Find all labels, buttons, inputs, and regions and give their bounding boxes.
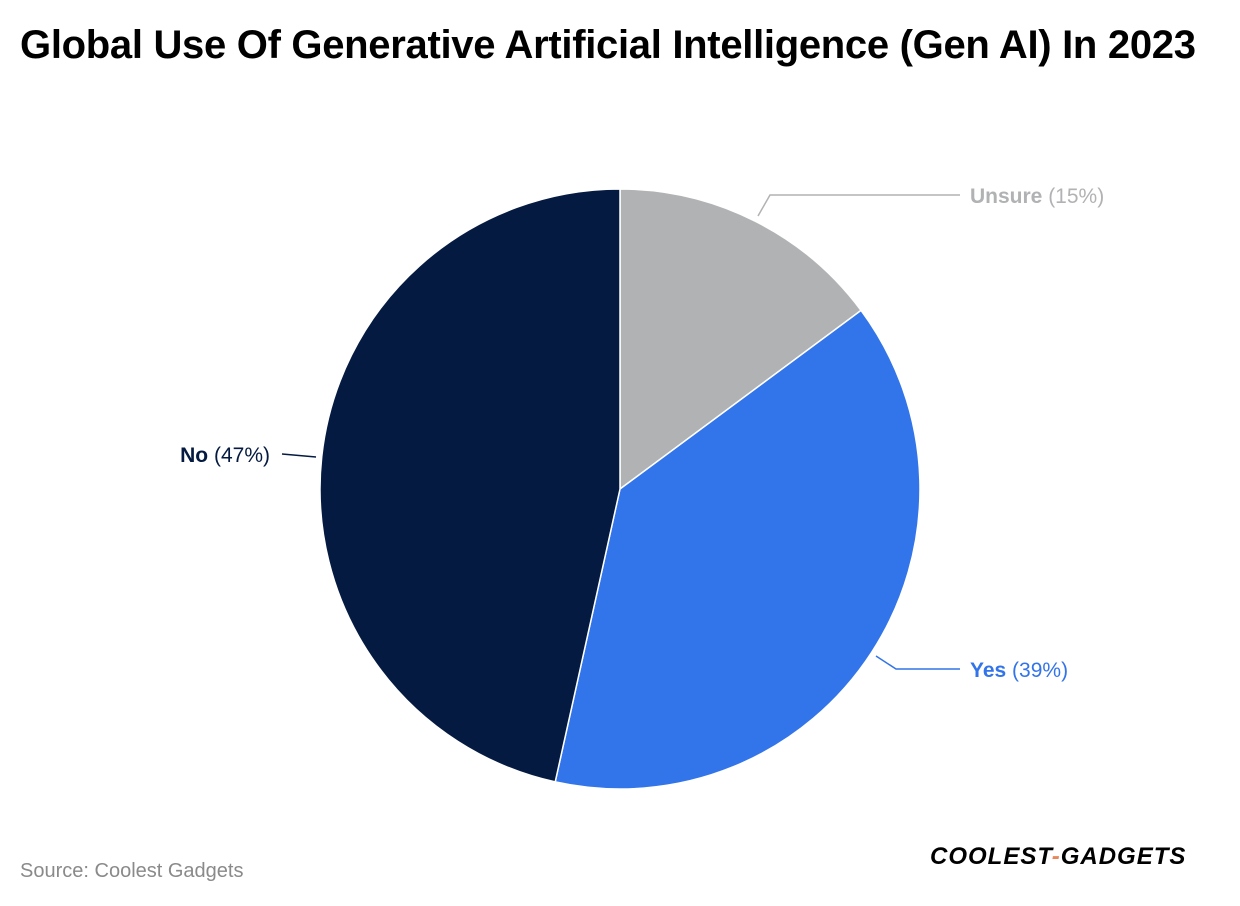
logo-text: COOLEST-GADGETS	[930, 843, 1186, 870]
logo-text-right: GADGETS	[1061, 843, 1187, 870]
slice-label-name: No	[180, 444, 208, 467]
logo-dash: -	[1052, 843, 1061, 870]
slice-label-yes: Yes (39%)	[970, 659, 1068, 682]
slice-label-value: (39%)	[1006, 659, 1068, 682]
slice-label-value: (47%)	[208, 444, 270, 467]
leader-line-no	[281, 453, 317, 458]
slice-label-no: No (47%)	[180, 444, 270, 467]
source-value: Coolest Gadgets	[94, 860, 244, 882]
leader-line-unsure	[757, 194, 960, 217]
slice-label-name: Unsure	[970, 185, 1042, 208]
pie-slices	[319, 188, 921, 790]
chart-title: Global Use Of Generative Artificial Inte…	[20, 23, 1196, 67]
source-label: Source:	[20, 860, 89, 882]
slice-labels: Unsure (15%) Yes (39%) No (47%)	[180, 185, 1104, 682]
slice-label-name: Yes	[970, 659, 1006, 682]
pie-slice-yes	[554, 309, 921, 790]
slice-label-value: (15%)	[1042, 185, 1104, 208]
pie-slice-no	[319, 188, 621, 783]
leader-line-yes	[875, 655, 960, 670]
slice-label-unsure: Unsure (15%)	[970, 185, 1104, 208]
pie-slice-unsure	[619, 188, 863, 491]
leader-lines	[281, 194, 960, 670]
source-note: Source: Coolest Gadgets	[20, 860, 243, 883]
logo-text-left: COOLEST	[930, 843, 1054, 870]
coolest-gadgets-logo: COOLEST-GADGETS	[930, 843, 1186, 870]
